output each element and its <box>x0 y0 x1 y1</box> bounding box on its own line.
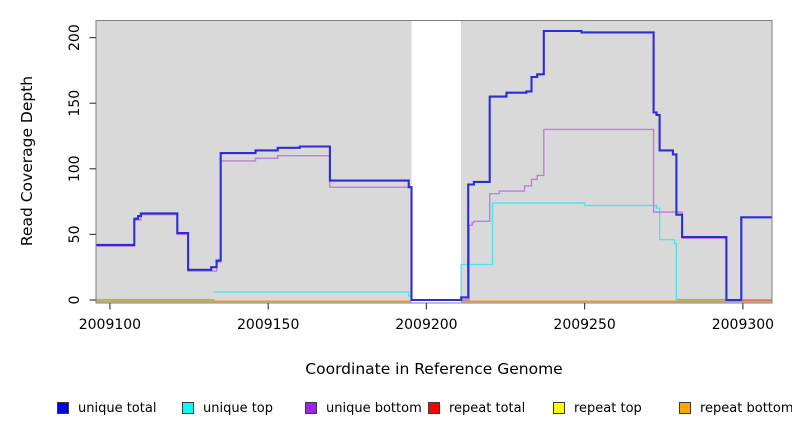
legend-label: repeat top <box>574 400 642 416</box>
x-axis: 2009100 2009150 2009200 2009250 2009300 <box>79 303 774 333</box>
repeat-bottom-swatch <box>679 402 691 414</box>
y-tick-label: 0 <box>67 296 83 305</box>
x-tick-label: 2009250 <box>553 317 615 333</box>
legend-item-unique-top: unique top <box>182 400 273 416</box>
unique-total-line <box>96 29 772 302</box>
repeat-total-swatch <box>428 402 440 414</box>
legend-label: unique top <box>203 400 274 416</box>
x-tick-label: 2009300 <box>712 317 774 333</box>
y-axis: 0 50 100 150 200 <box>67 24 96 304</box>
legend-label: repeat total <box>449 400 526 416</box>
legend-item-unique-bottom: unique bottom <box>305 400 422 416</box>
x-axis-title: Coordinate in Reference Genome <box>305 360 562 378</box>
legend-label: repeat bottom <box>700 400 792 416</box>
x-tick-label: 2009200 <box>395 317 457 333</box>
legend-item-repeat-bottom: repeat bottom <box>679 400 792 416</box>
legend-item-repeat-top: repeat top <box>553 400 642 416</box>
legend-item-unique-total: unique total <box>57 400 156 416</box>
unique-total-swatch <box>57 402 69 414</box>
unique-bottom-swatch <box>305 402 317 414</box>
y-axis-title: Read Coverage Depth <box>18 76 36 246</box>
plot-border <box>95 20 773 304</box>
repeat-top-swatch <box>553 402 565 414</box>
y-tick-label: 100 <box>67 155 83 182</box>
legend-label: unique bottom <box>326 400 422 416</box>
legend: unique total unique top unique bottom re… <box>0 400 792 420</box>
x-tick-label: 2009100 <box>79 317 141 333</box>
no-data-gap-band <box>411 21 461 303</box>
unique-lines-layer <box>96 29 772 302</box>
y-tick-label: 150 <box>67 90 83 117</box>
y-tick-label: 50 <box>67 225 83 243</box>
legend-item-repeat-total: repeat total <box>428 400 525 416</box>
legend-label: unique total <box>78 400 157 416</box>
unique-top-swatch <box>182 402 194 414</box>
y-tick-label: 200 <box>67 24 83 51</box>
x-tick-label: 2009150 <box>237 317 299 333</box>
